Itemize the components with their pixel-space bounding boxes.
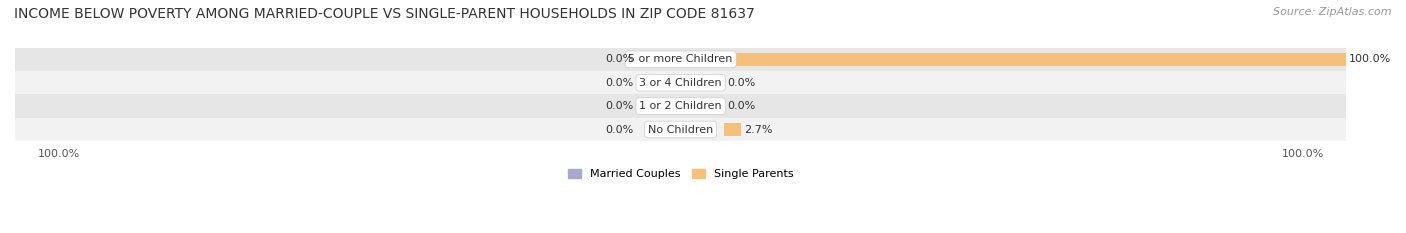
Text: 0.0%: 0.0% <box>606 124 634 134</box>
Text: No Children: No Children <box>648 124 713 134</box>
Text: 0.0%: 0.0% <box>606 101 634 111</box>
Text: 0.0%: 0.0% <box>606 78 634 88</box>
Text: 2.7%: 2.7% <box>744 124 772 134</box>
Text: 5 or more Children: 5 or more Children <box>628 54 733 64</box>
Text: 0.0%: 0.0% <box>727 78 755 88</box>
Text: Source: ZipAtlas.com: Source: ZipAtlas.com <box>1274 7 1392 17</box>
Legend: Married Couples, Single Parents: Married Couples, Single Parents <box>568 169 793 179</box>
Bar <box>15 118 1346 141</box>
Bar <box>15 48 1346 71</box>
Text: 0.0%: 0.0% <box>727 101 755 111</box>
Text: 1 or 2 Children: 1 or 2 Children <box>640 101 721 111</box>
Text: 0.0%: 0.0% <box>606 54 634 64</box>
Text: 3 or 4 Children: 3 or 4 Children <box>640 78 721 88</box>
Text: INCOME BELOW POVERTY AMONG MARRIED-COUPLE VS SINGLE-PARENT HOUSEHOLDS IN ZIP COD: INCOME BELOW POVERTY AMONG MARRIED-COUPL… <box>14 7 755 21</box>
Bar <box>15 94 1346 118</box>
Bar <box>724 53 1346 66</box>
Text: 100.0%: 100.0% <box>1350 54 1392 64</box>
Bar <box>724 123 741 136</box>
Bar <box>15 71 1346 94</box>
